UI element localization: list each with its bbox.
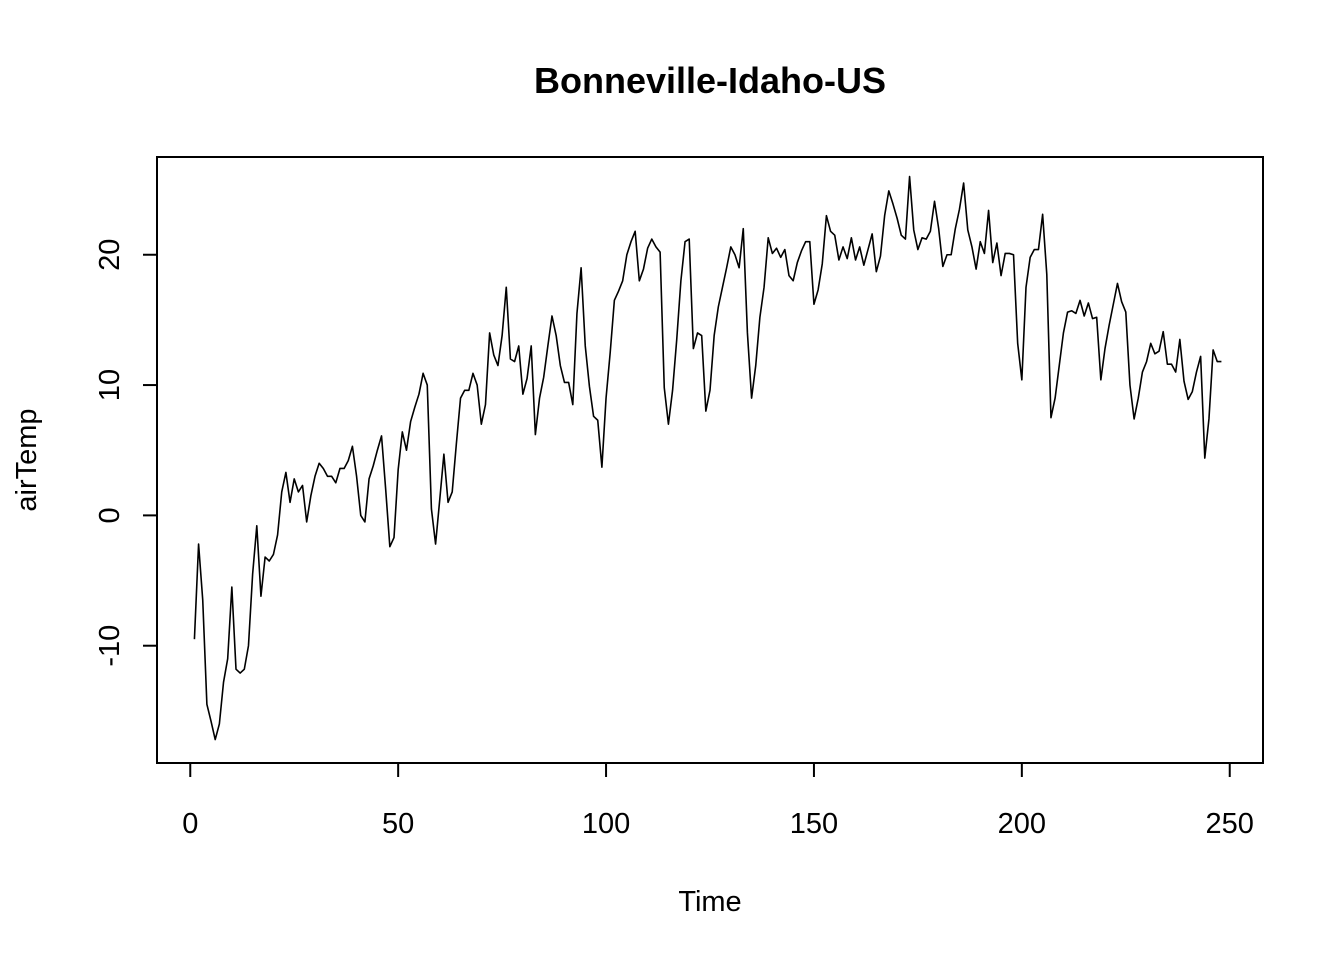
x-axis-label: Time — [678, 886, 741, 918]
x-tick-label: 50 — [382, 808, 414, 840]
plot-frame — [156, 156, 1264, 764]
x-tick-label: 200 — [998, 808, 1046, 840]
chart-title: Bonneville-Idaho-US — [534, 60, 886, 101]
x-tick-label: 150 — [790, 808, 838, 840]
y-tick-label: 0 — [94, 507, 126, 523]
x-tick-label: 250 — [1206, 808, 1254, 840]
x-axis: 0 50 100 150 200 250 — [182, 762, 1254, 840]
y-tick-label: 10 — [94, 369, 126, 401]
airtemp-series-line — [193, 175, 1222, 741]
y-tick-label: 20 — [94, 239, 126, 271]
x-tick-label: 0 — [182, 808, 198, 840]
y-axis-label: airTemp — [11, 408, 43, 511]
y-tick-label: -10 — [94, 625, 126, 667]
y-axis: -10 0 10 20 — [94, 239, 158, 667]
x-tick-label: 100 — [582, 808, 630, 840]
